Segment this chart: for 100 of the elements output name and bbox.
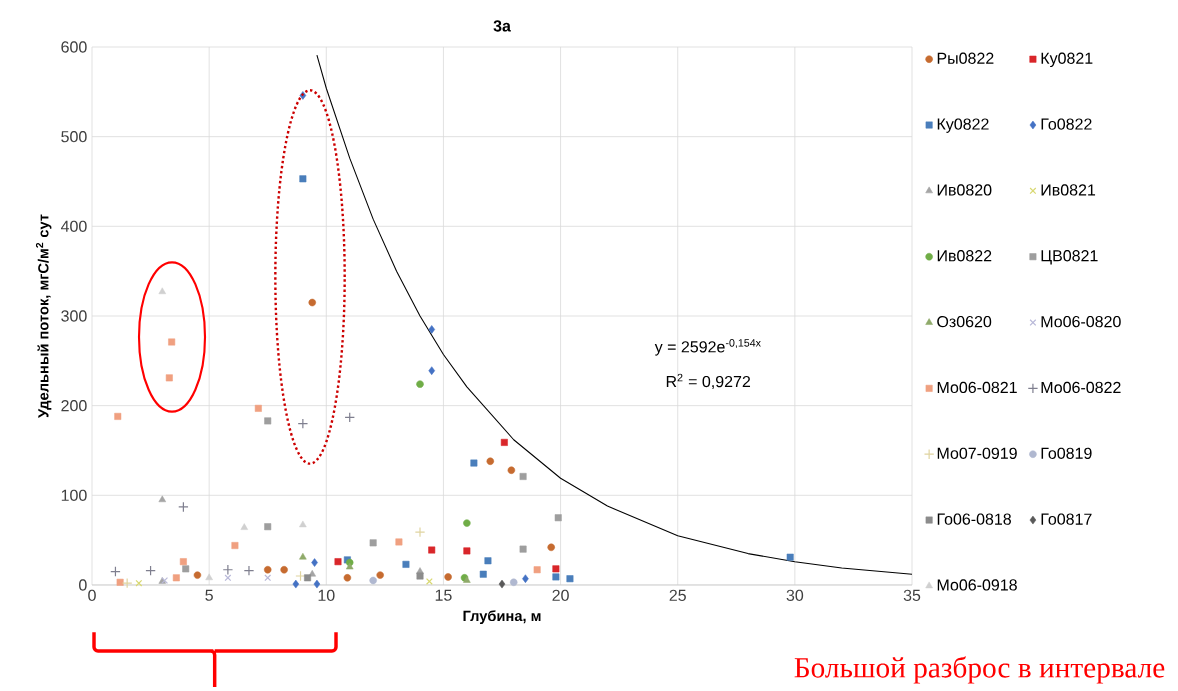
x-tick-label: 10	[318, 589, 335, 602]
y-tick-label: 0	[79, 579, 87, 591]
point	[308, 298, 316, 307]
annotation: R$^{2}$ = 0,9272	[666, 373, 751, 390]
point	[498, 579, 506, 589]
point	[470, 459, 478, 467]
y-tick-label: 100	[61, 489, 87, 501]
y-tick-label: 500	[61, 131, 87, 143]
x-tick-label: 30	[786, 589, 804, 602]
point	[344, 412, 355, 423]
point	[345, 562, 354, 570]
point	[299, 552, 307, 560]
legend-label: Мо06-0821	[937, 381, 1017, 394]
point	[264, 417, 272, 425]
point	[231, 542, 239, 549]
point	[121, 577, 133, 589]
point	[428, 366, 435, 375]
point	[172, 574, 180, 582]
point	[254, 404, 262, 412]
x-tick-label: 5	[205, 589, 213, 601]
point	[416, 572, 424, 580]
x-tick-label: 0	[88, 589, 96, 602]
point	[486, 457, 495, 465]
point	[369, 539, 377, 547]
point	[479, 570, 487, 578]
legend-label: Ив0820	[937, 184, 992, 196]
point	[240, 523, 249, 530]
point	[500, 438, 508, 446]
x-tick-label: 35	[903, 589, 921, 602]
point	[178, 501, 189, 513]
annotation: y = 2592e$^{-0,154x}$	[654, 339, 761, 356]
point	[444, 573, 452, 581]
x-axis-title: Глубина, м	[463, 610, 541, 624]
point	[484, 557, 492, 565]
point	[552, 565, 560, 573]
y-tick-label: 400	[60, 220, 87, 232]
point	[547, 543, 555, 552]
point	[263, 566, 272, 574]
legend-label: Мо06-0918	[937, 579, 1017, 591]
point	[179, 558, 187, 566]
point	[222, 564, 234, 576]
point	[428, 546, 436, 554]
point	[509, 578, 518, 587]
point	[519, 473, 527, 480]
point	[414, 526, 426, 538]
legend-label: Мо07-0919	[937, 447, 1017, 459]
legend-label: Го0819	[1041, 447, 1092, 459]
point	[264, 523, 272, 531]
point	[369, 576, 377, 585]
point	[224, 574, 232, 582]
legend-label: Ку0821	[1041, 52, 1093, 68]
point	[402, 560, 410, 568]
point	[168, 338, 176, 346]
point	[165, 374, 173, 382]
legend-label: Мо06-0820	[1041, 315, 1121, 328]
point	[280, 566, 288, 574]
point	[292, 579, 300, 589]
legend-label: Го0817	[1041, 513, 1092, 525]
point	[243, 565, 255, 576]
point	[116, 578, 124, 586]
point	[428, 325, 435, 334]
y-tick-label: 200	[61, 400, 87, 412]
text: Большой разброс в интервале	[794, 656, 1165, 684]
legend-label: Ку0822	[937, 118, 989, 133]
point	[533, 566, 541, 574]
point	[566, 575, 574, 583]
point	[519, 545, 527, 553]
point	[299, 520, 307, 528]
point	[295, 570, 306, 582]
x-tick-label: 25	[669, 589, 686, 602]
x-tick-label: 15	[435, 589, 452, 601]
point	[311, 558, 318, 567]
line-series	[316, 54, 913, 575]
point	[507, 466, 516, 474]
point	[114, 412, 122, 420]
point	[110, 566, 121, 577]
point	[193, 571, 202, 579]
y-tick-label: 300	[61, 310, 87, 322]
legend-label: ЦВ0821	[1041, 250, 1098, 265]
point	[786, 553, 794, 561]
legend-label: Оз0620	[937, 315, 992, 328]
point	[313, 579, 321, 589]
point	[463, 547, 471, 555]
point	[182, 565, 190, 573]
legend-label: Го0822	[1041, 118, 1092, 130]
y-axis-title: Удельный поток, мгС/м$^{2}$ сут	[35, 214, 52, 418]
point	[463, 519, 471, 527]
point	[334, 558, 342, 566]
legend-label: Го06-0818	[937, 513, 1011, 525]
point	[158, 287, 167, 295]
point	[145, 565, 156, 576]
legend-label: Ив0822	[937, 250, 992, 262]
point	[158, 495, 167, 503]
point	[205, 573, 213, 581]
legend-label: Ры0822	[937, 52, 994, 64]
point	[304, 574, 312, 582]
point	[343, 574, 352, 582]
legend-label: Мо06-0822	[1041, 381, 1121, 394]
point	[395, 538, 403, 546]
point	[297, 418, 309, 429]
